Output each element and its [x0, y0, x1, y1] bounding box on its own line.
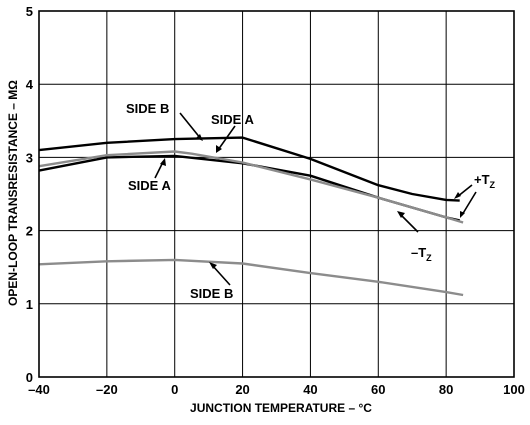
arrow-side-a-bottom — [154, 161, 164, 179]
arrowhead-plus-tz-1 — [454, 192, 461, 199]
x-tick-label: 80 — [439, 382, 453, 397]
y-tick-label: 0 — [26, 370, 33, 385]
arrow-side-b-bottom — [211, 264, 231, 286]
arrowhead-side-a-top — [216, 145, 222, 153]
arrowhead-minus-tz — [397, 211, 405, 218]
x-tick-label: 40 — [303, 382, 317, 397]
series-lines — [38, 136, 464, 297]
label-side-a-bottom: SIDE A — [128, 178, 171, 193]
series-line-4 — [38, 258, 464, 297]
x-tick-label: –20 — [96, 382, 118, 397]
y-tick-label: 2 — [26, 224, 33, 239]
x-tick-label: 100 — [503, 382, 525, 397]
arrowhead-side-b-bottom — [209, 262, 217, 269]
label-side-a-top: SIDE A — [211, 112, 254, 127]
arrow-side-a-top — [217, 125, 236, 151]
tick-labels: –40 –20 0 20 40 60 80 100 0 1 2 3 4 5 — [26, 4, 525, 397]
y-axis-label: OPEN-LOOP TRANSRESISTANCE – MΩ — [6, 80, 20, 306]
x-tick-label: 60 — [371, 382, 385, 397]
label-plus-tz: +TZ — [474, 172, 496, 190]
label-minus-tz-main: –T — [411, 245, 426, 260]
label-minus-tz: –TZ — [411, 245, 432, 263]
x-tick-label: –40 — [28, 382, 50, 397]
label-minus-tz-sub: Z — [426, 253, 432, 263]
series-line-2 — [38, 154, 460, 222]
x-axis-label: JUNCTION TEMPERATURE – °C — [190, 401, 372, 415]
x-tick-label: 20 — [235, 382, 249, 397]
series-line-1 — [38, 136, 460, 202]
label-plus-tz-sub: Z — [490, 180, 496, 190]
annotation-arrows — [154, 112, 477, 286]
y-tick-label: 5 — [26, 4, 33, 19]
grid — [39, 11, 514, 377]
arrowhead-plus-tz-2 — [460, 211, 465, 218]
plot-frame — [38, 10, 515, 378]
x-tick-label: 0 — [171, 382, 178, 397]
y-tick-label: 3 — [26, 150, 33, 165]
arrowhead-side-a-bottom — [160, 158, 166, 166]
arrow-minus-tz — [399, 213, 419, 233]
label-side-b-bottom: SIDE B — [190, 286, 233, 301]
y-tick-label: 1 — [26, 297, 33, 312]
annotations: SIDE B SIDE A SIDE A SIDE B +TZ –TZ — [126, 101, 496, 301]
label-side-b-top: SIDE B — [126, 101, 169, 116]
arrow-side-b-top — [179, 112, 202, 140]
label-plus-tz-main: +T — [474, 172, 490, 187]
y-tick-label: 4 — [26, 77, 34, 92]
arrow-plus-tz-2 — [461, 191, 477, 216]
arrowhead-side-b-top — [196, 134, 203, 141]
series-line-3 — [38, 150, 464, 224]
